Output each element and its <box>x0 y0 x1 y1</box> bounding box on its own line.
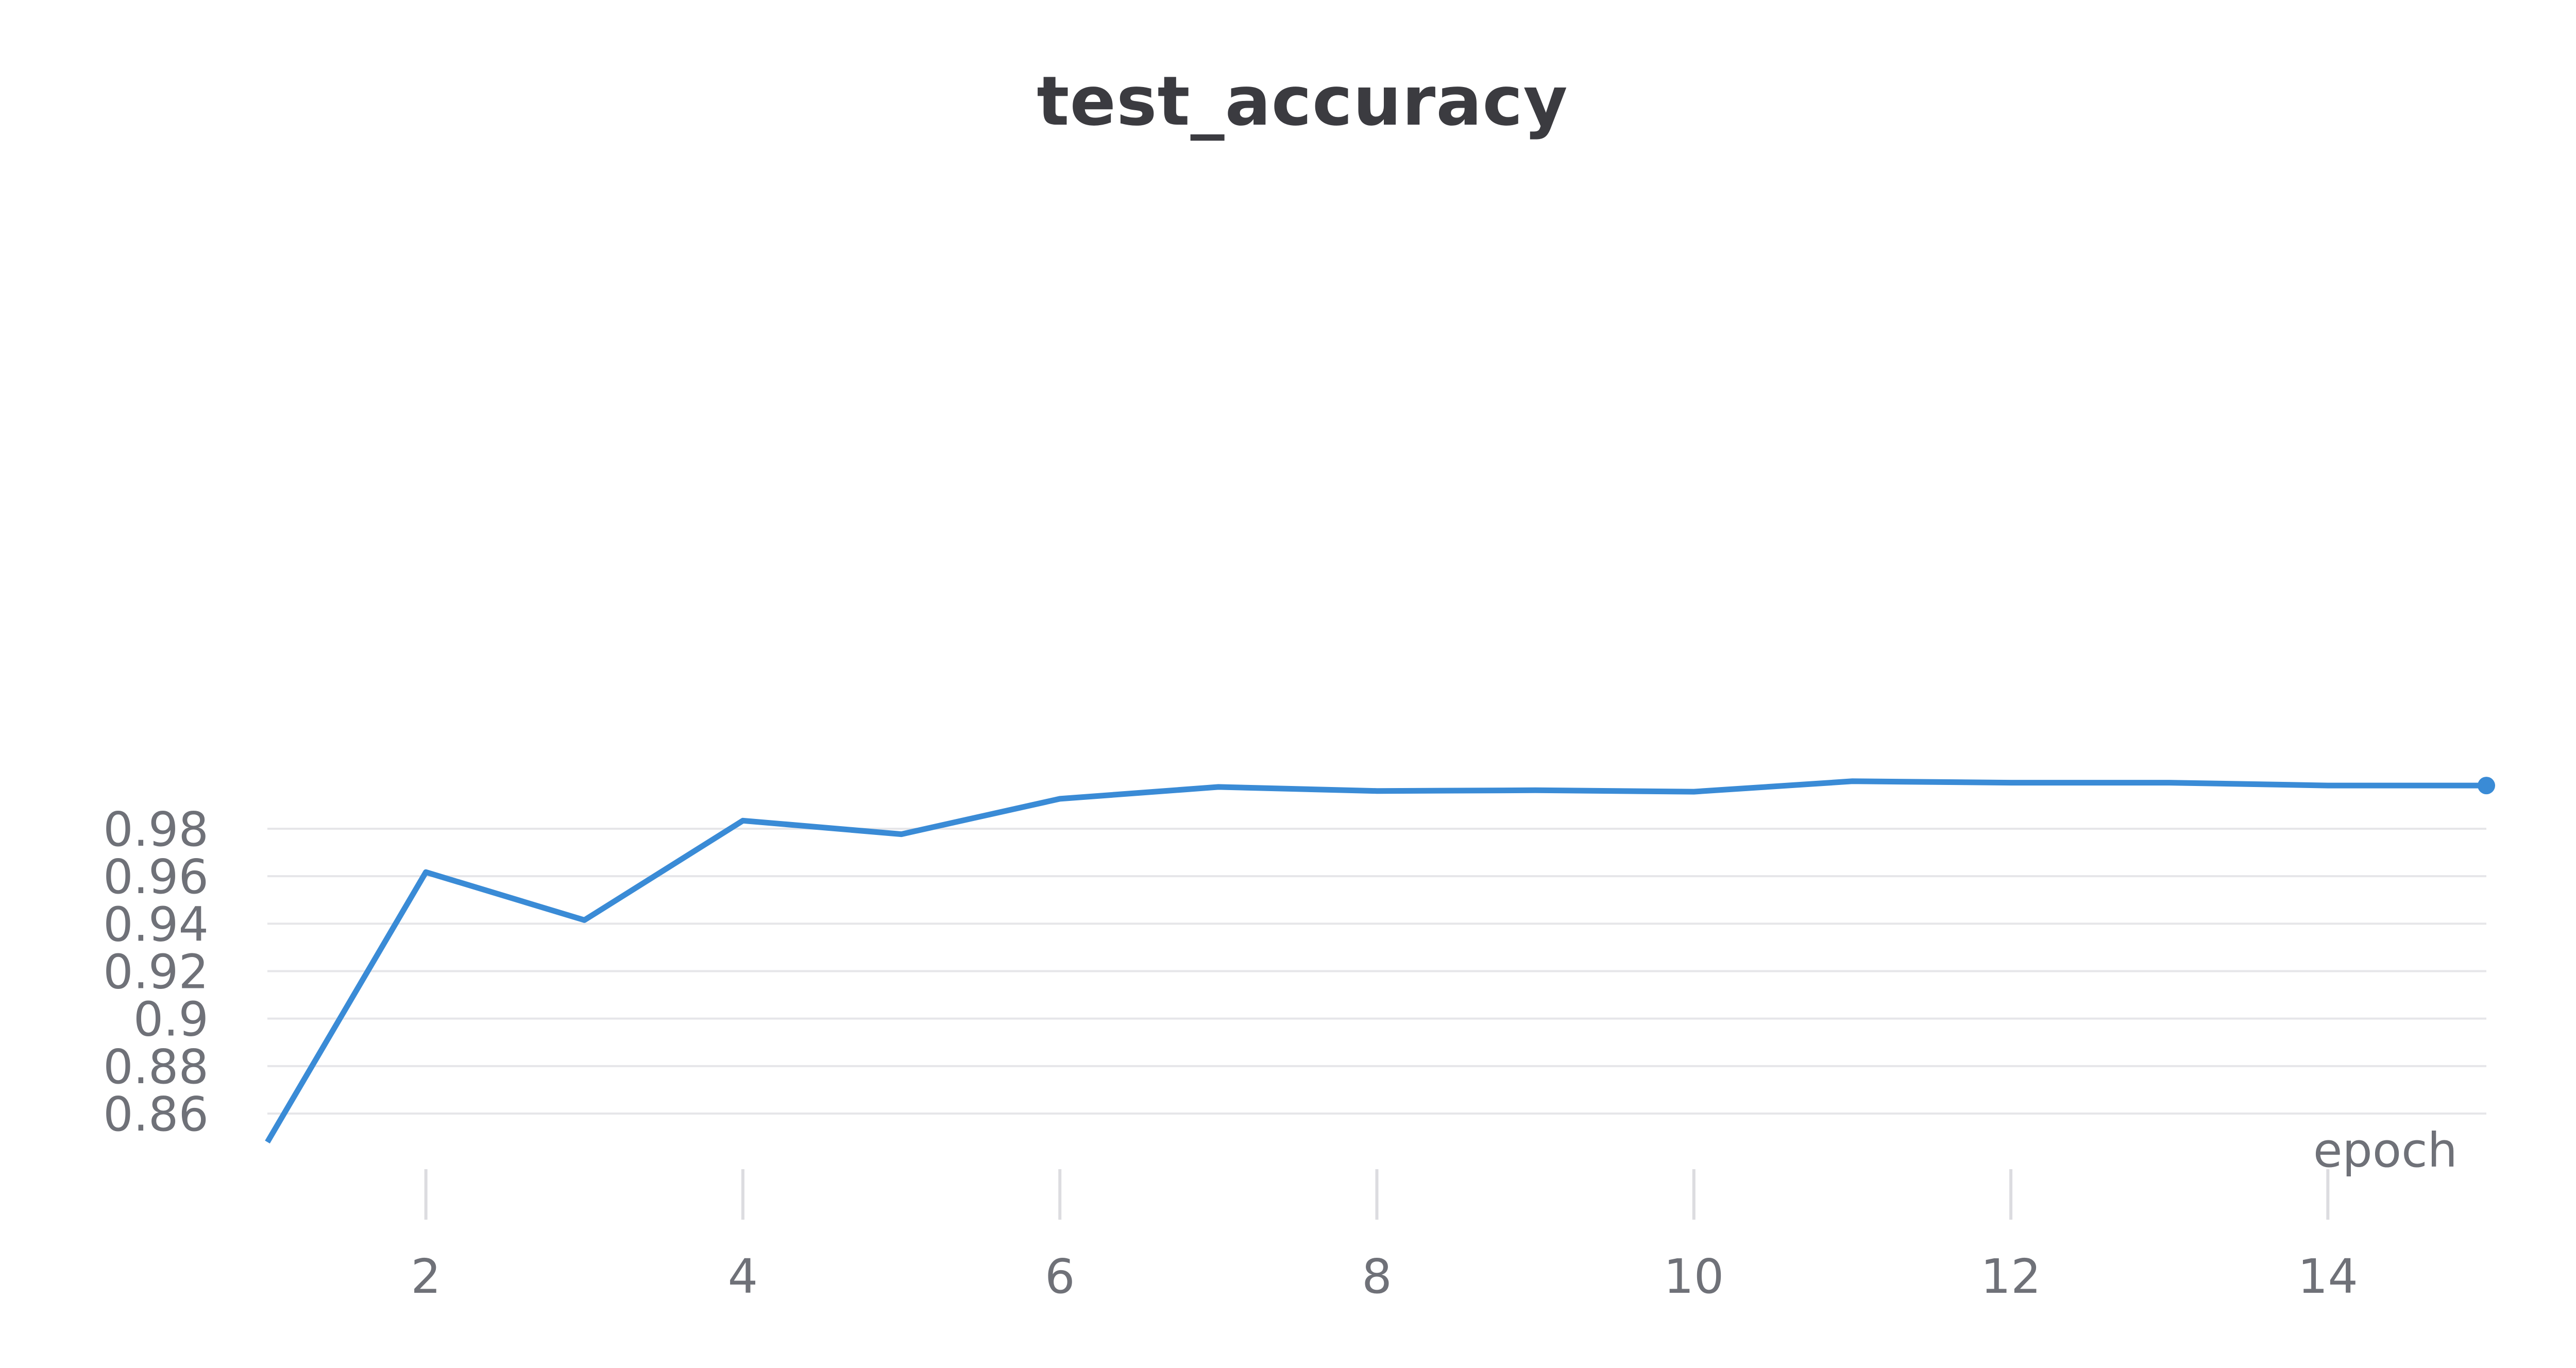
y-tick-label: 0.88 <box>103 1039 209 1095</box>
x-tick-label: 6 <box>1045 1249 1075 1304</box>
grid-lines <box>267 828 2486 1115</box>
series-line <box>265 778 2486 1144</box>
y-tick-label: 0.9 <box>133 992 209 1047</box>
y-axis-ticks: 0.860.880.90.920.940.960.98 <box>103 802 209 1142</box>
x-axis-label: epoch <box>2313 1123 2458 1178</box>
chart-title: test_accuracy <box>1037 62 1568 141</box>
x-tick-label: 10 <box>1664 1249 1724 1304</box>
x-tick-label: 4 <box>728 1249 758 1304</box>
series-layer <box>265 777 2495 1144</box>
y-tick-label: 0.94 <box>103 897 209 952</box>
series-end-marker <box>2478 777 2495 795</box>
x-axis-ticks: 2 4 6 8 10 12 14 <box>411 1169 2358 1304</box>
y-tick-label: 0.86 <box>103 1087 209 1142</box>
x-tick-label: 14 <box>2298 1249 2358 1304</box>
x-tick-label: 2 <box>411 1249 441 1304</box>
y-tick-label: 0.92 <box>103 945 209 1000</box>
x-tick-label: 8 <box>1362 1249 1392 1304</box>
x-tick-label: 12 <box>1981 1249 2041 1304</box>
y-tick-label: 0.98 <box>103 802 209 857</box>
y-tick-label: 0.96 <box>103 849 209 904</box>
